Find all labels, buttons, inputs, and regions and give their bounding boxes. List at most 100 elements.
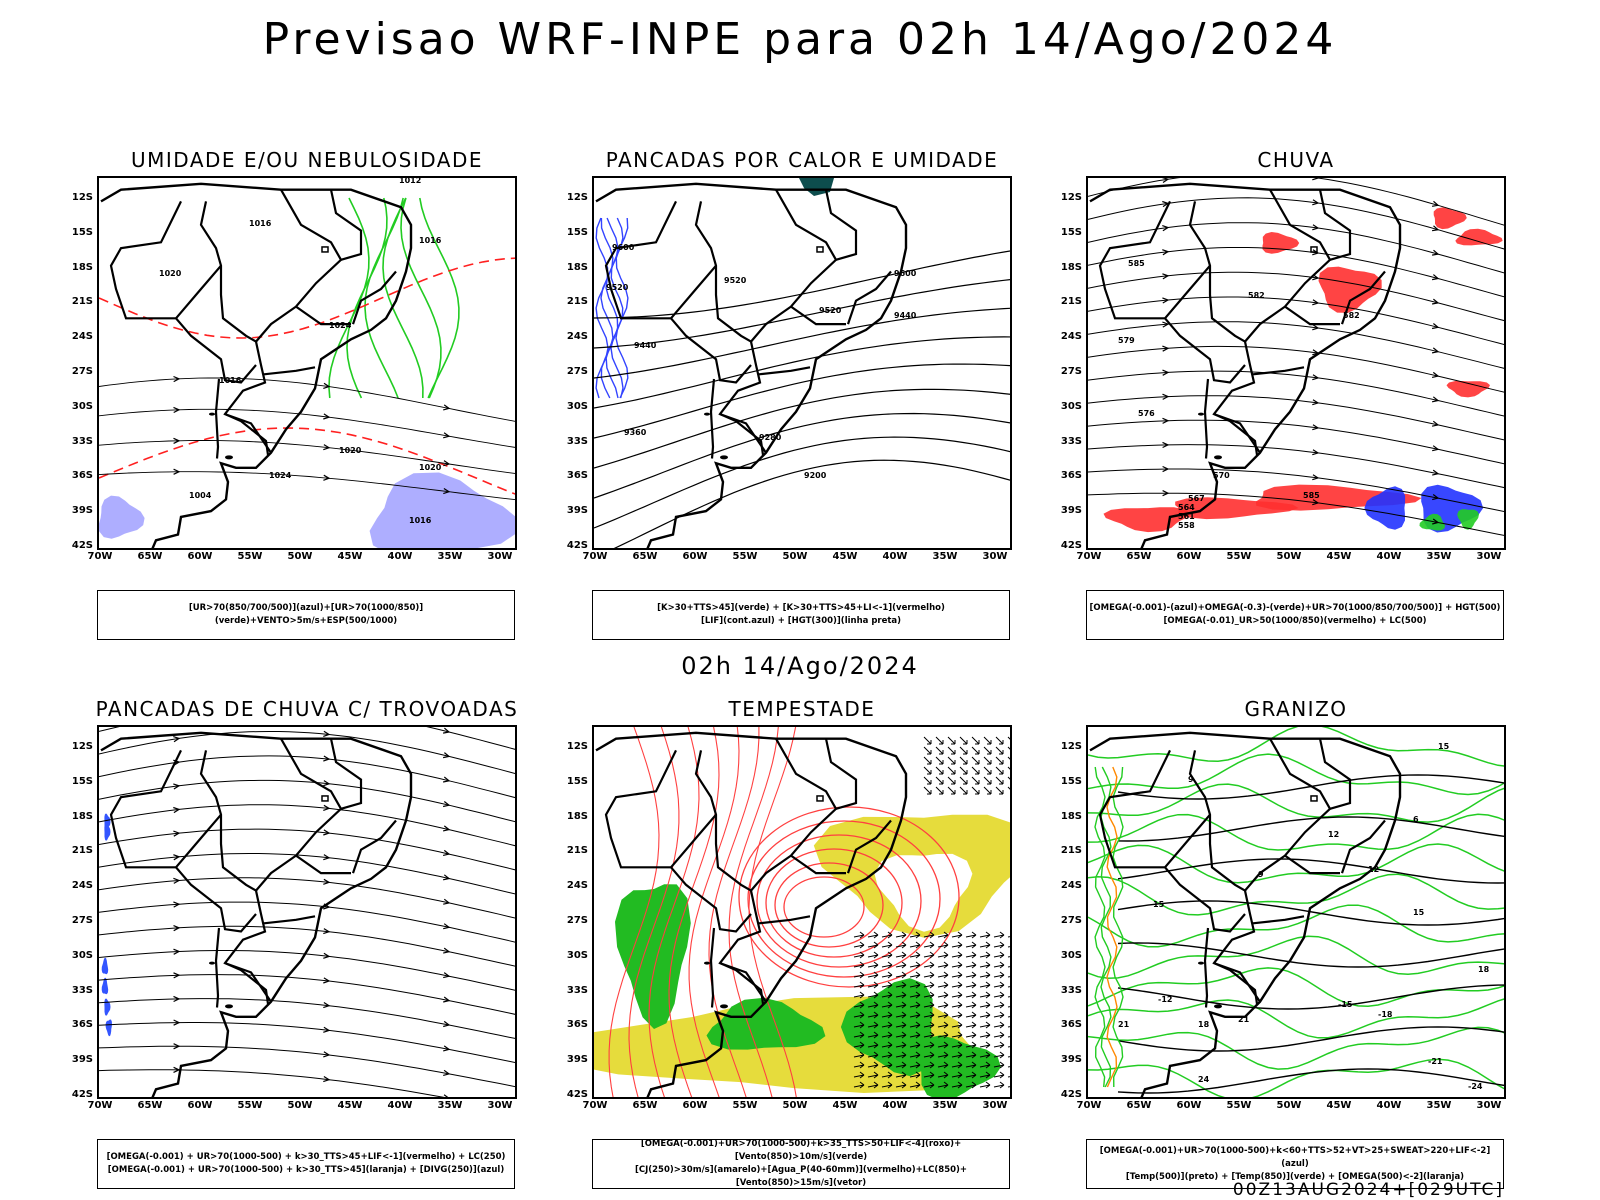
lat-tick-label: 33S (566, 435, 588, 447)
panel-title: PANCADAS POR CALOR E UMIDADE (605, 148, 999, 172)
contour-label: 1004 (189, 491, 212, 500)
lon-tick-label: 60W (187, 1100, 213, 1111)
map-frame: 1016 1020 1024 1016 1020 1024 1016 1020 1016 1012… (97, 176, 517, 550)
lat-tick-label: 21S (71, 845, 93, 857)
lon-tick-label: 70W (87, 551, 113, 562)
contour-label: 558 (1178, 521, 1195, 530)
lat-tick-label: 36S (1060, 1019, 1082, 1031)
lat-tick-label: 30S (1060, 949, 1082, 961)
lat-tick-label: 30S (566, 949, 588, 961)
lat-tick-label: 33S (71, 984, 93, 996)
lon-tick-label: 65W (137, 551, 163, 562)
lat-tick-label: 12S (566, 192, 588, 203)
lat-tick-label: 39S (71, 1054, 93, 1066)
lat-tick-label: 21S (71, 296, 93, 308)
contour-label: 9360 (624, 428, 647, 437)
contour-label: 21 (1238, 1015, 1250, 1024)
contour-label: 21 (1118, 1020, 1130, 1029)
lat-tick-label: 24S (566, 331, 588, 343)
lon-tick-label: 30W (487, 551, 513, 562)
lat-tick-label: 42S (71, 540, 93, 551)
lon-tick-label: 60W (1176, 551, 1202, 562)
lon-tick-label: 70W (1076, 1100, 1102, 1111)
map-frame (97, 725, 517, 1099)
legend-box: [OMEGA(-0.001)+UR>70(1000-500)+k>35_TTS>… (592, 1139, 1010, 1189)
contour-label: -21 (1428, 1057, 1443, 1066)
legend-line: [OMEGA(-0.001)+UR>70(1000-500)+k<60+TTS>… (1099, 1145, 1491, 1169)
lon-tick-label: 70W (582, 1100, 608, 1111)
lon-tick-label: 40W (882, 551, 908, 562)
lat-tick-label: 42S (1060, 1089, 1082, 1100)
contour-label: 1020 (159, 269, 182, 278)
lat-tick-label: 21S (1060, 296, 1082, 308)
lat-tick-label: 15S (1060, 775, 1082, 787)
lat-tick-label: 39S (566, 1054, 588, 1066)
lat-tick-label: 27S (566, 366, 588, 377)
lat-tick-label: 36S (1060, 470, 1082, 482)
lat-tick-label: 27S (1060, 915, 1082, 926)
contour-label: 1016 (249, 219, 272, 228)
map-canvas (594, 727, 1010, 1097)
lat-tick-label: 12S (71, 192, 93, 203)
contour-label: -18 (1378, 1010, 1393, 1019)
lon-tick-label: 65W (1126, 1100, 1152, 1111)
lon-tick-label: 30W (1476, 551, 1502, 562)
lat-tick-label: 36S (71, 1019, 93, 1031)
lat-tick-label: 15S (1060, 226, 1082, 238)
contour-label: 582 (1248, 291, 1265, 300)
panel-title: GRANIZO (1244, 697, 1348, 721)
lat-tick-label: 42S (71, 1089, 93, 1100)
lon-tick-label: 30W (982, 1100, 1008, 1111)
lon-tick-label: 65W (632, 551, 658, 562)
contour-label: 1012 (399, 178, 421, 185)
contour-label: 564 (1178, 503, 1195, 512)
contour-label: 18 (1198, 1020, 1210, 1029)
contour-label: -12 (1158, 995, 1172, 1004)
contour-label: 576 (1138, 409, 1155, 418)
panel-title: UMIDADE E/OU NEBULOSIDADE (130, 148, 484, 172)
contour-label: 579 (1118, 336, 1135, 345)
lon-tick-label: 55W (1226, 1100, 1252, 1111)
lat-tick-label: 27S (71, 915, 93, 926)
lat-tick-label: 33S (1060, 984, 1082, 996)
lat-tick-label: 33S (566, 984, 588, 996)
lat-tick-label: 12S (1060, 741, 1082, 752)
lon-tick-label: 50W (1276, 1100, 1302, 1111)
lon-tick-label: 40W (387, 551, 413, 562)
lat-tick-label: 18S (566, 261, 588, 273)
contour-label: 582 (1343, 311, 1360, 320)
contour-label: 15 (1438, 742, 1450, 751)
lon-tick-label: 40W (1376, 551, 1402, 562)
contour-label: 9 (1258, 870, 1264, 879)
contour-label: 1024 (329, 321, 352, 330)
lat-tick-label: 15S (566, 775, 588, 787)
contour-label: 9440 (894, 311, 917, 320)
contour-label: 12 (1328, 830, 1339, 839)
legend-box: [K>30+TTS>45](verde) + [K>30+TTS>45+LI<-… (592, 590, 1010, 640)
lon-tick-label: 40W (1376, 1100, 1402, 1111)
map-frame: 9600 9520 9600 9520 9520 9440 9440 9360 9280 9200 (592, 176, 1012, 550)
panel-title: CHUVA (1257, 148, 1335, 172)
lon-tick-label: 55W (237, 1100, 263, 1111)
lat-tick-label: 21S (566, 296, 588, 308)
legend-line: [Temp(500)](preto) + [Temp(850)](verde) … (1125, 1171, 1465, 1182)
contour-label: 6 (1413, 815, 1419, 824)
lon-tick-label: 45W (832, 1100, 858, 1111)
lon-tick-label: 70W (582, 551, 608, 562)
lat-tick-label: 39S (71, 505, 93, 517)
lon-tick-label: 30W (982, 551, 1008, 562)
legend-box: [OMEGA(-0.001)-(azul)+OMEGA(-0.3)-(verde… (1086, 590, 1504, 640)
lon-tick-label: 35W (932, 551, 958, 562)
lon-tick-label: 40W (387, 1100, 413, 1111)
lon-tick-label: 30W (1476, 1100, 1502, 1111)
lat-tick-label: 39S (566, 505, 588, 517)
legend-line: [CJ(250)>30m/s](amarelo)+[Agua_P(40-60mm… (634, 1165, 968, 1188)
map-frame (592, 725, 1012, 1099)
lat-tick-label: 30S (1060, 400, 1082, 412)
legend-line: [LIF](cont.azul) + [HGT(300)](linha pret… (700, 616, 902, 626)
lat-tick-label: 24S (1060, 880, 1082, 892)
contour-label: 1020 (419, 463, 442, 472)
lon-tick-label: 45W (832, 551, 858, 562)
